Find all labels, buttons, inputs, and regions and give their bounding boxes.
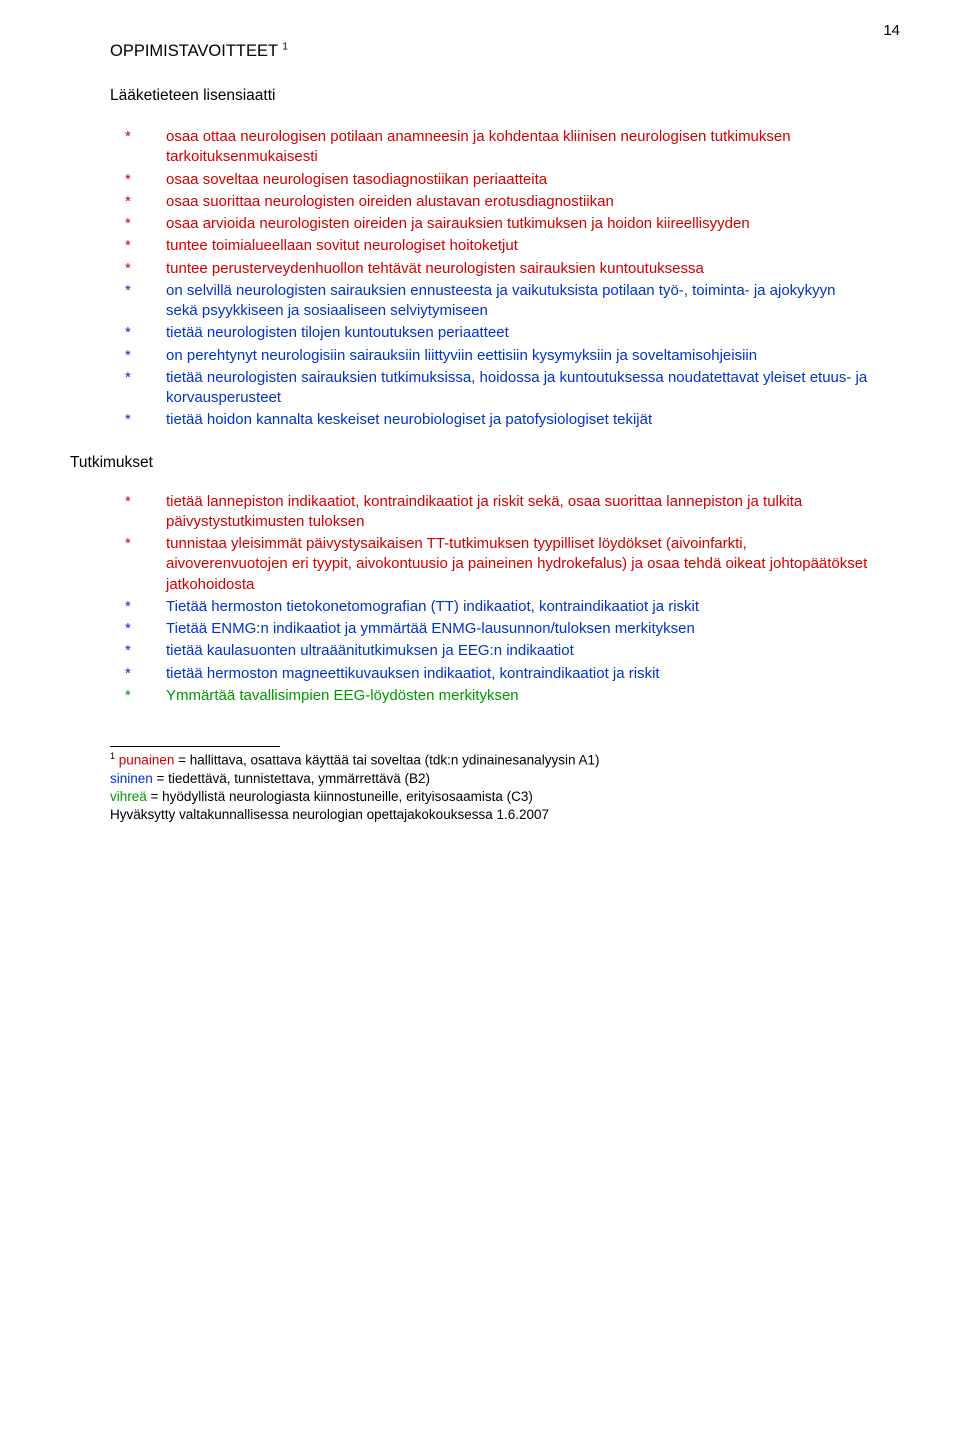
footnote-line4: Hyväksytty valtakunnallisessa neurologia…	[110, 807, 549, 822]
list-item: * Tietää ENMG:n indikaatiot ja ymmärtää E…	[110, 619, 870, 639]
title-superscript: 1	[282, 42, 288, 53]
list-item: * on selvillä neurologisten sairauksien e…	[110, 281, 870, 322]
list-item: * tietää hermoston magneettikuvauksen ind…	[110, 664, 870, 684]
list-item-text: Ymmärtää tavallisimpien EEG-löydösten me…	[166, 687, 519, 704]
list-item: * tietää lannepiston indikaatiot, kontrai…	[110, 492, 870, 533]
footnote-line3: = hyödyllistä neurologiasta kiinnostunei…	[147, 789, 533, 804]
list-bullet: *	[125, 236, 131, 256]
list-item: * tuntee perusterveydenhuollon tehtävät n…	[110, 259, 870, 279]
list-item-text: tietää lannepiston indikaatiot, kontrain…	[166, 493, 802, 530]
list-bullet: *	[125, 410, 131, 430]
list-item-text: tuntee toimialueellaan sovitut neurologi…	[166, 237, 518, 254]
list-bullet: *	[125, 368, 131, 388]
list-item: * tietää kaulasuonten ultraäänitutkimukse…	[110, 641, 870, 661]
list-item: * Ymmärtää tavallisimpien EEG-löydösten m…	[110, 686, 870, 706]
page-number: 14	[883, 22, 900, 39]
subtitle: Lääketieteen lisensiaatti	[110, 86, 870, 107]
list-bullet: *	[125, 597, 131, 617]
footnote-rule	[110, 746, 280, 747]
list-item-text: tietää hermoston magneettikuvauksen indi…	[166, 665, 660, 682]
list-item: * tietää neurologisten tilojen kuntoutuks…	[110, 323, 870, 343]
list-item: * tietää neurologisten sairauksien tutkim…	[110, 368, 870, 409]
footnote-line1: = hallittava, osattava käyttää tai sovel…	[174, 753, 599, 768]
footnote-superscript: 1	[110, 751, 115, 761]
list-item: * osaa arvioida neurologisten oireiden ja…	[110, 214, 870, 234]
list-item-text: on selvillä neurologisten sairauksien en…	[166, 282, 836, 319]
list-bullet: *	[125, 281, 131, 301]
list-item: * tuntee toimialueellaan sovitut neurolog…	[110, 236, 870, 256]
list-bullet: *	[125, 619, 131, 639]
list-item-text: osaa arvioida neurologisten oireiden ja …	[166, 215, 750, 232]
list-bullet: *	[125, 346, 131, 366]
footnote-green-label: vihreä	[110, 789, 147, 804]
list-item: * tunnistaa yleisimmät päivystysaikaisen …	[110, 534, 870, 595]
list-item-text: Tietää hermoston tietokonetomografian (T…	[166, 598, 699, 615]
title-text: OPPIMISTAVOITTEET	[110, 42, 278, 60]
list-bullet: *	[125, 170, 131, 190]
list-item-text: tuntee perusterveydenhuollon tehtävät ne…	[166, 260, 704, 277]
list-item-text: osaa ottaa neurologisen potilaan anamnee…	[166, 128, 791, 165]
list-bullet: *	[125, 127, 131, 147]
section-heading: Tutkimukset	[70, 453, 870, 474]
footnote-red-label: punainen	[119, 753, 175, 768]
list-item-text: Tietää ENMG:n indikaatiot ja ymmärtää EN…	[166, 620, 695, 637]
document-body: OPPIMISTAVOITTEET 1 Lääketieteen lisensi…	[0, 0, 960, 864]
list-item: * on perehtynyt neurologisiin sairauksiin…	[110, 346, 870, 366]
footnote-line2: = tiedettävä, tunnistettava, ymmärrettäv…	[153, 771, 430, 786]
list-bullet: *	[125, 686, 131, 706]
objectives-list-1: * osaa ottaa neurologisen potilaan anamne…	[110, 127, 870, 431]
list-item-text: tietää kaulasuonten ultraäänitutkimuksen…	[166, 642, 574, 659]
list-item: * osaa suorittaa neurologisten oireiden a…	[110, 192, 870, 212]
list-item: * osaa ottaa neurologisen potilaan anamne…	[110, 127, 870, 168]
list-bullet: *	[125, 192, 131, 212]
list-bullet: *	[125, 323, 131, 343]
list-bullet: *	[125, 259, 131, 279]
list-bullet: *	[125, 492, 131, 512]
list-bullet: *	[125, 641, 131, 661]
list-item-text: tunnistaa yleisimmät päivystysaikaisen T…	[166, 535, 867, 593]
list-item-text: tietää neurologisten sairauksien tutkimu…	[166, 369, 867, 406]
footnote-blue-label: sininen	[110, 771, 153, 786]
footnote: 1 punainen = hallittava, osattava käyttä…	[110, 750, 870, 824]
list-item-text: tietää hoidon kannalta keskeiset neurobi…	[166, 411, 652, 428]
list-bullet: *	[125, 214, 131, 234]
list-bullet: *	[125, 664, 131, 684]
list-bullet: *	[125, 534, 131, 554]
list-item: * Tietää hermoston tietokonetomografian (…	[110, 597, 870, 617]
list-item: * tietää hoidon kannalta keskeiset neurob…	[110, 410, 870, 430]
objectives-list-2: * tietää lannepiston indikaatiot, kontrai…	[110, 492, 870, 707]
list-item-text: osaa suorittaa neurologisten oireiden al…	[166, 193, 614, 210]
list-item-text: on perehtynyt neurologisiin sairauksiin …	[166, 347, 757, 364]
list-item: * osaa soveltaa neurologisen tasodiagnost…	[110, 170, 870, 190]
list-item-text: osaa soveltaa neurologisen tasodiagnosti…	[166, 171, 547, 188]
list-item-text: tietää neurologisten tilojen kuntoutukse…	[166, 324, 509, 341]
page-title: OPPIMISTAVOITTEET 1	[110, 40, 870, 62]
